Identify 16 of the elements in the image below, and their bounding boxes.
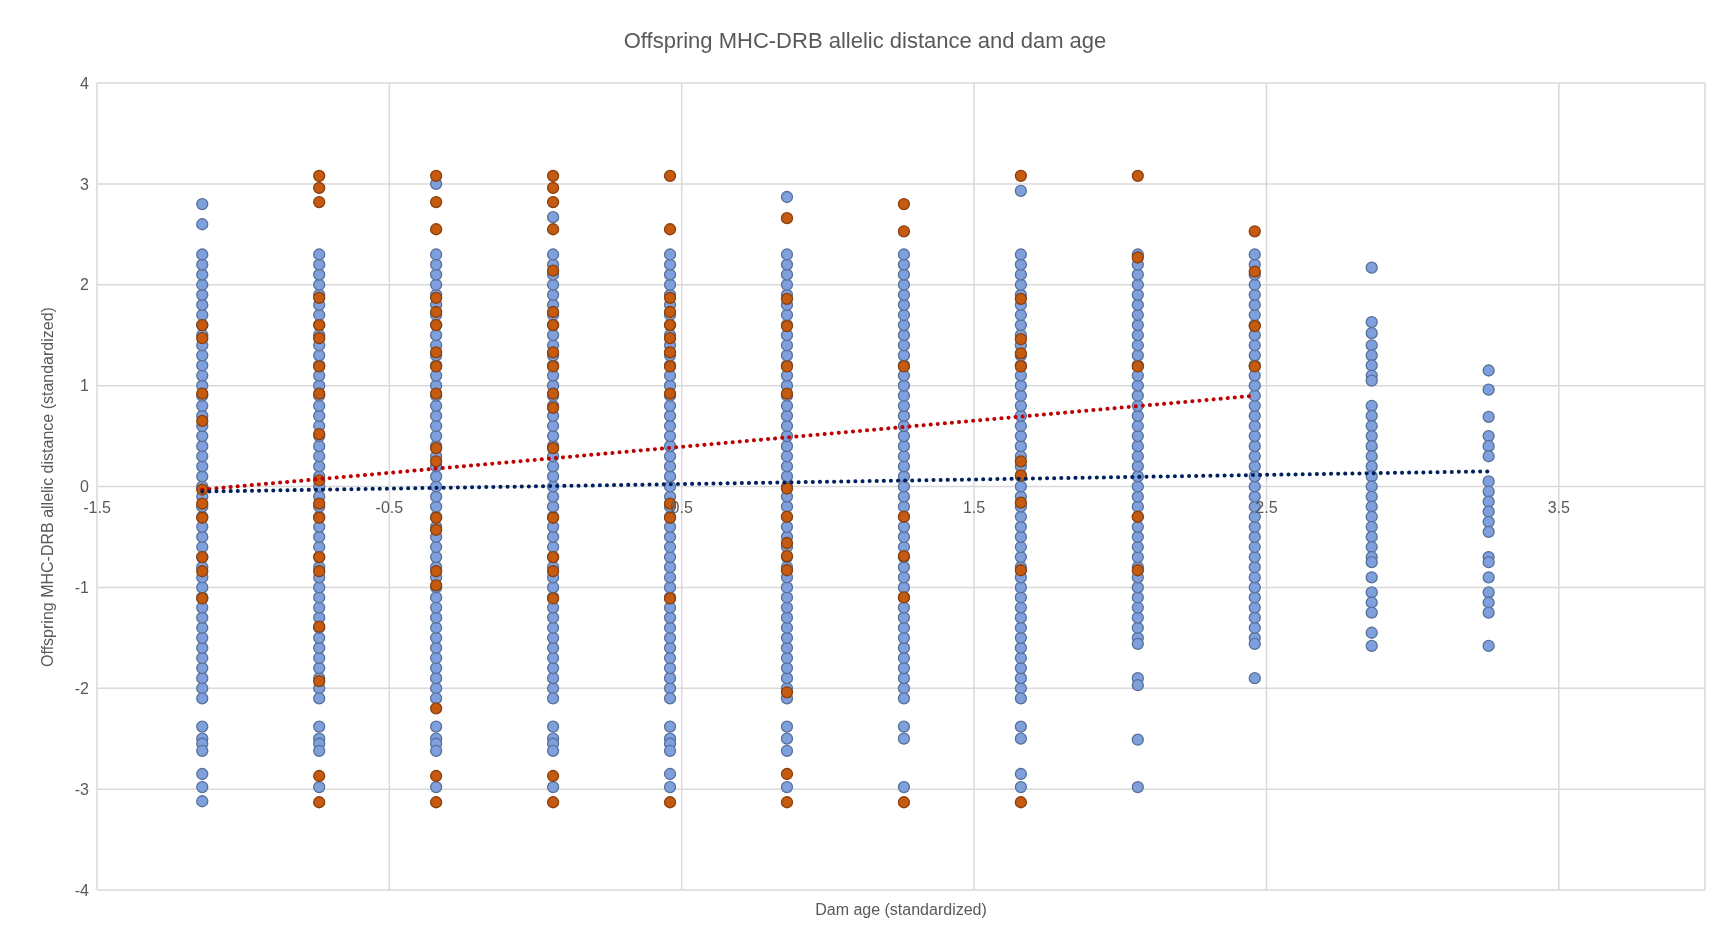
- y-axis-title: Offspring MHC-DRB allelic distance (standardized): [39, 306, 57, 667]
- y-tick-label: -4: [74, 881, 90, 899]
- y-tick-label: 1: [80, 377, 90, 395]
- x-tick-label: -1.5: [83, 498, 111, 516]
- y-tick-label: -1: [74, 579, 90, 597]
- y-tick-label: -2: [74, 679, 90, 697]
- y-tick-label: 4: [80, 74, 90, 92]
- chart-title: Offspring MHC-DRB allelic distance and dam age: [622, 28, 1108, 54]
- x-tick-label: -0.5: [375, 498, 404, 516]
- y-tick-label: 0: [80, 478, 90, 496]
- y-tick-label: 2: [80, 276, 90, 294]
- x-axis-title: Dam age (standardized): [814, 901, 988, 919]
- y-tick-label: 3: [80, 175, 90, 193]
- y-tick-label: -3: [74, 780, 90, 798]
- x-tick-label: 3.5: [1547, 498, 1571, 516]
- x-tick-label: 1.5: [962, 498, 986, 516]
